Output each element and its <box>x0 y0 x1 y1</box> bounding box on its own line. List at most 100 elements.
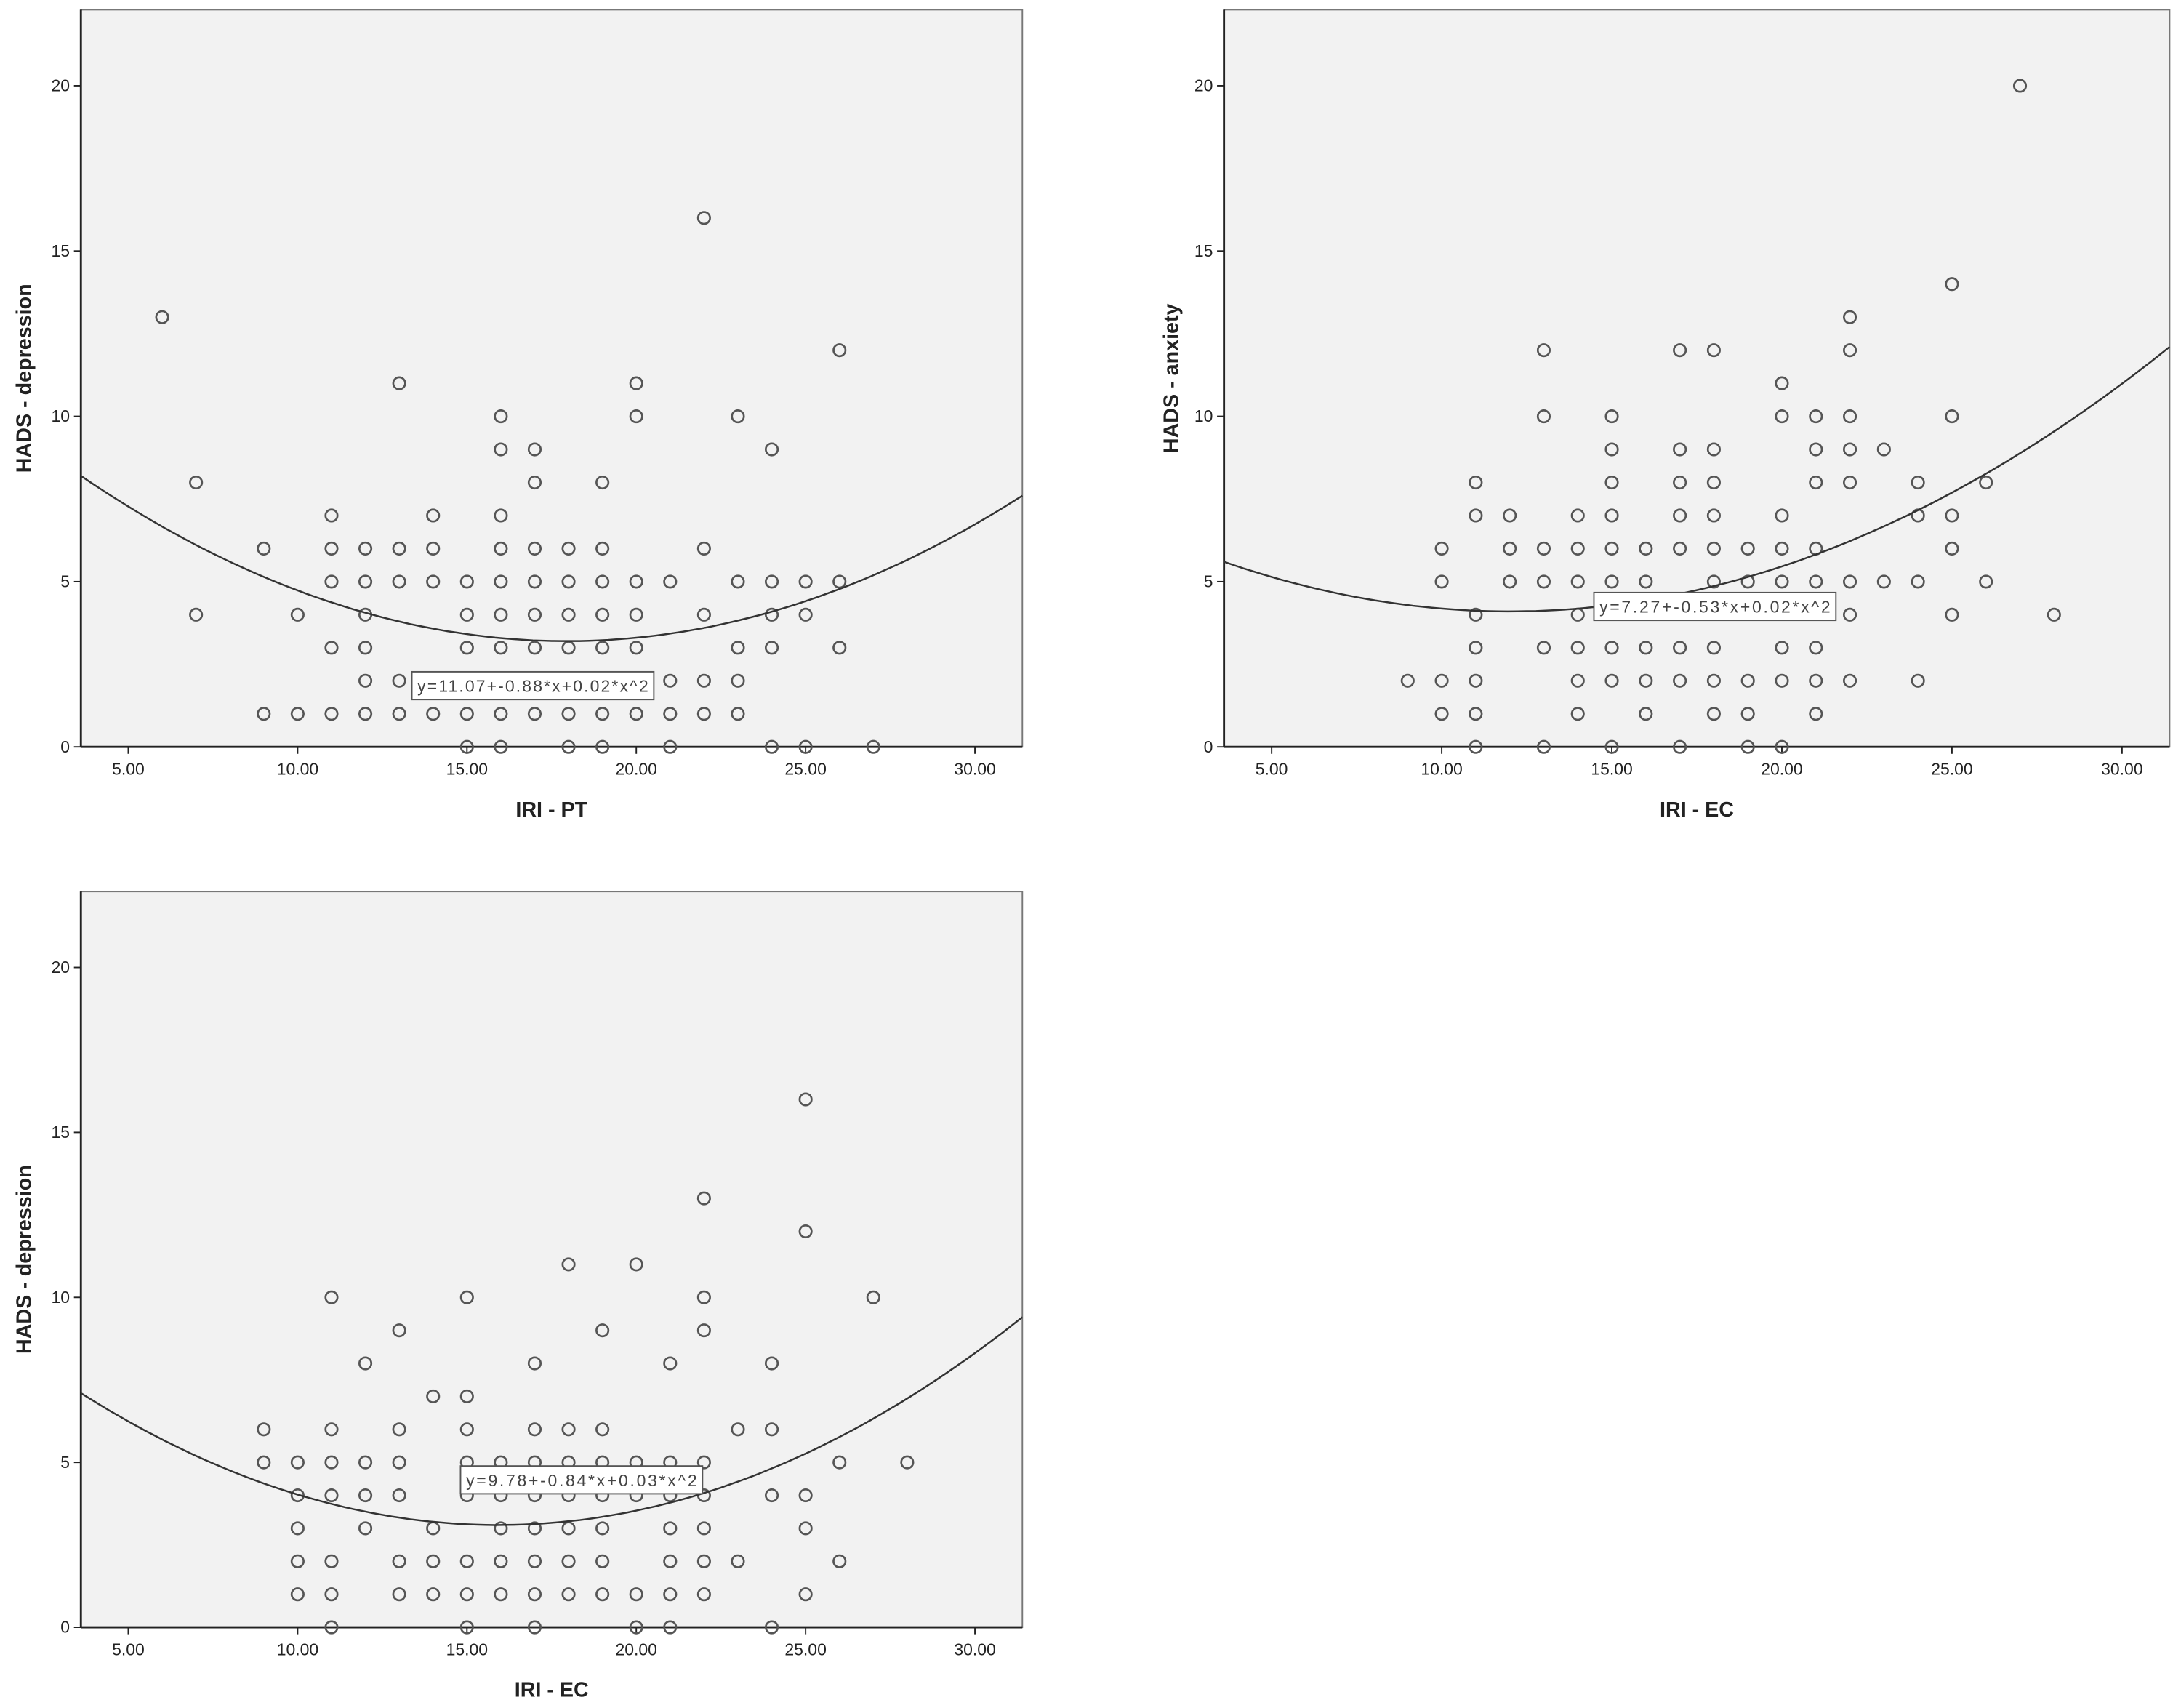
data-point <box>866 1290 880 1304</box>
data-point <box>1842 475 1857 490</box>
data-point <box>1570 541 1585 556</box>
data-point <box>663 1356 678 1371</box>
data-point <box>426 1587 441 1602</box>
data-point <box>595 641 610 655</box>
data-point <box>494 707 508 721</box>
data-point <box>426 508 441 523</box>
data-point <box>696 1587 711 1602</box>
data-point <box>1945 541 1959 556</box>
data-point <box>1945 409 1959 424</box>
fit-equation-box <box>459 1465 704 1495</box>
data-point <box>358 1488 373 1503</box>
data-point <box>663 1620 678 1635</box>
data-point <box>595 607 610 622</box>
y-tick-label: 5 <box>60 1453 70 1472</box>
data-point <box>561 707 576 721</box>
data-point <box>1809 574 1823 589</box>
y-tick-label: 5 <box>1204 572 1213 591</box>
data-point <box>1911 574 1925 589</box>
data-point <box>1673 541 1687 556</box>
data-point <box>1706 475 1721 490</box>
data-point <box>494 1587 508 1602</box>
fit-curve <box>80 1316 1024 1526</box>
data-point <box>392 1422 406 1437</box>
data-point <box>426 541 441 556</box>
data-point <box>527 442 542 457</box>
data-point <box>1570 574 1585 589</box>
data-point <box>798 739 813 754</box>
y-axis-title: HADS - depression <box>12 1165 36 1354</box>
data-point <box>257 1455 271 1470</box>
data-point <box>764 1356 779 1371</box>
data-point <box>1842 574 1857 589</box>
y-tick-label: 15 <box>1194 241 1213 260</box>
data-point <box>1570 673 1585 688</box>
data-point <box>696 1191 711 1206</box>
data-point <box>1775 574 1789 589</box>
data-point <box>1740 574 1755 589</box>
data-point <box>1536 574 1551 589</box>
data-point <box>290 1521 305 1536</box>
x-tick-label: 15.00 <box>446 1640 488 1659</box>
data-point <box>731 641 745 655</box>
data-point <box>290 607 305 622</box>
data-point <box>392 574 406 589</box>
data-point <box>1876 574 1891 589</box>
data-point <box>527 707 542 721</box>
data-point <box>358 707 373 721</box>
x-tick-label: 20.00 <box>1761 759 1802 778</box>
fit-equation-box <box>1593 591 1837 622</box>
data-point <box>527 1422 542 1437</box>
y-tick-label: 0 <box>60 1618 70 1637</box>
data-point <box>426 1389 441 1403</box>
data-point <box>392 1554 406 1568</box>
data-point <box>459 574 474 589</box>
data-point <box>494 641 508 655</box>
fit-equation-box <box>411 670 655 701</box>
data-point <box>1842 607 1857 622</box>
data-point <box>1740 739 1755 754</box>
data-point <box>1604 574 1619 589</box>
data-point <box>1876 442 1891 457</box>
data-point <box>527 607 542 622</box>
data-point <box>1809 442 1823 457</box>
x-tick-label: 10.00 <box>277 759 318 778</box>
data-point <box>1673 508 1687 523</box>
data-point <box>1469 641 1483 655</box>
y-tick-label: 20 <box>51 958 70 977</box>
data-point <box>1809 641 1823 655</box>
data-point <box>1503 541 1517 556</box>
data-point <box>629 607 643 622</box>
x-tick-label: 20.00 <box>616 759 657 778</box>
fit-equation-text: y=9.78+-0.84*x+0.03*x^2 <box>466 1471 697 1490</box>
data-point <box>257 707 271 721</box>
data-point <box>1775 409 1789 424</box>
data-point <box>392 1455 406 1470</box>
data-point <box>155 310 169 324</box>
x-tick-label: 30.00 <box>2101 759 2142 778</box>
data-point <box>527 1620 542 1635</box>
data-point <box>1639 541 1653 556</box>
data-point <box>1639 707 1653 721</box>
data-point <box>629 574 643 589</box>
data-point <box>494 1521 508 1536</box>
data-point <box>1809 475 1823 490</box>
data-point <box>324 1587 339 1602</box>
data-point <box>324 1488 339 1503</box>
data-point <box>561 1554 576 1568</box>
data-point <box>731 574 745 589</box>
x-tick-label: 5.00 <box>1256 759 1288 778</box>
data-point <box>1604 409 1619 424</box>
data-point <box>629 1257 643 1272</box>
data-point <box>494 607 508 622</box>
data-point <box>731 673 745 688</box>
data-point <box>798 1587 813 1602</box>
y-tick-label: 0 <box>60 737 70 756</box>
data-point <box>595 574 610 589</box>
data-point <box>663 574 678 589</box>
data-point <box>1809 409 1823 424</box>
data-point <box>358 641 373 655</box>
x-axis-title: IRI - EC <box>1660 798 1734 822</box>
data-point <box>1604 442 1619 457</box>
